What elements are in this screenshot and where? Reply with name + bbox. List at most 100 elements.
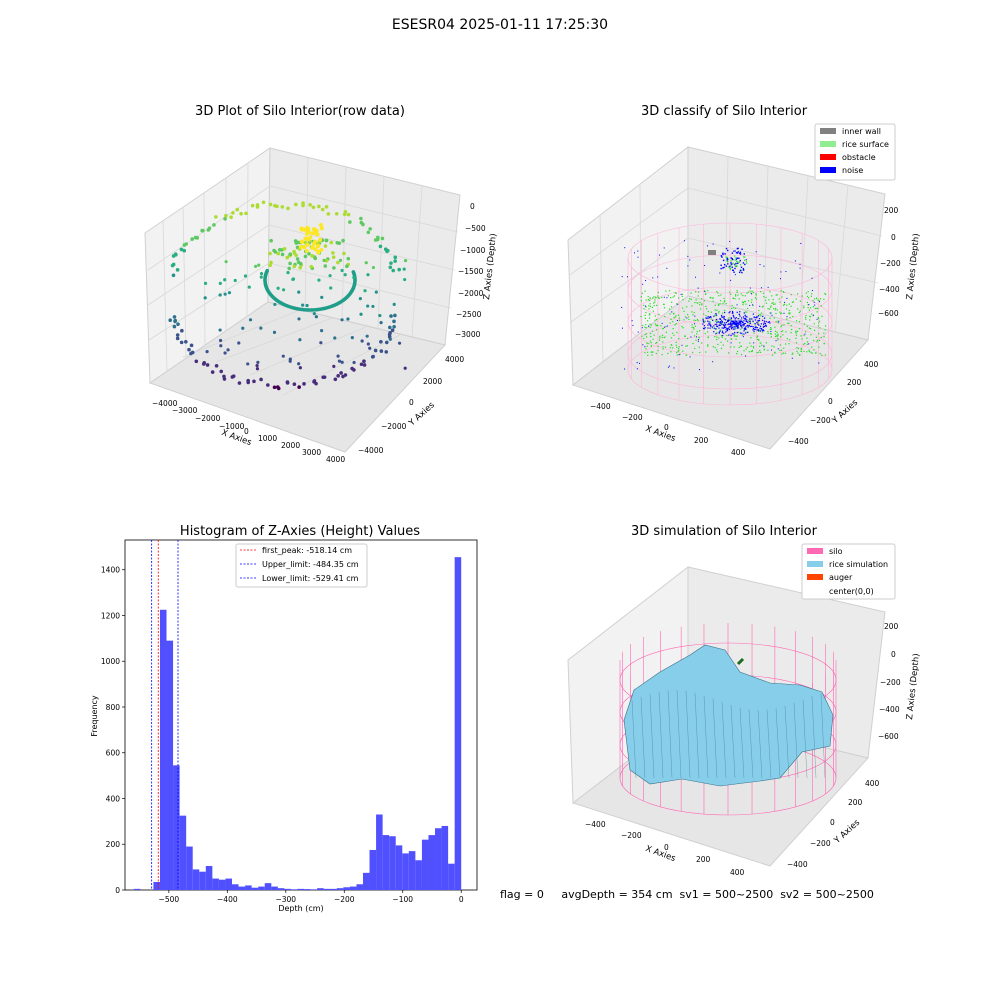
- legend-swatch-inner-wall: [820, 128, 836, 134]
- rice-surface-point: [816, 311, 818, 313]
- rice-surface-point: [694, 301, 696, 304]
- raw-point: [371, 304, 375, 309]
- rice-surface-point: [789, 317, 791, 319]
- rice-surface-point: [738, 298, 740, 300]
- raw-point: [297, 290, 301, 294]
- raw-point: [324, 238, 329, 243]
- rice-surface-point: [682, 299, 684, 301]
- rice-surface-point: [796, 350, 798, 352]
- rice-surface-point: [672, 327, 674, 330]
- rice-surface-point: [743, 329, 746, 331]
- hist-bar: [290, 889, 298, 890]
- rice-surface-point: [665, 290, 667, 292]
- noise-point: [722, 334, 724, 336]
- rice-surface-point: [694, 325, 696, 327]
- rice-surface-point: [815, 336, 817, 338]
- noise-point: [734, 323, 736, 326]
- rice-surface-point: [656, 324, 658, 326]
- rice-surface-point: [741, 334, 743, 336]
- raw-point: [239, 211, 243, 216]
- noise-point: [645, 305, 647, 307]
- noise-point: [755, 328, 757, 330]
- raw-point: [389, 261, 393, 265]
- rice-surface-point: [719, 300, 722, 302]
- rice-surface-point: [765, 296, 767, 299]
- noise-point: [731, 320, 733, 323]
- raw-point: [331, 251, 335, 255]
- hist-ytick-label: 400: [106, 794, 121, 803]
- hist-title: Histogram of Z-Axies (Height) Values: [179, 524, 421, 539]
- rice-surface-point: [783, 324, 785, 326]
- rice-surface-point: [823, 332, 825, 334]
- raw-point: [373, 348, 378, 353]
- raw-point: [332, 266, 336, 270]
- noise-point: [757, 315, 760, 317]
- hist-ytick-label: 1000: [101, 657, 120, 666]
- rice-surface-point: [684, 335, 686, 337]
- raw-point: [248, 318, 253, 322]
- rice-surface-point: [774, 309, 776, 311]
- rice-surface-point: [647, 320, 649, 322]
- raw-point: [170, 263, 175, 268]
- rice-surface-point: [651, 351, 653, 353]
- rice-surface-point: [645, 323, 647, 326]
- rice-surface-point: [744, 256, 746, 258]
- noise-point: [740, 266, 743, 268]
- noise-point: [791, 357, 793, 359]
- rice-surface-point: [682, 350, 684, 352]
- rice-surface-point: [808, 349, 810, 351]
- raw-point: [269, 238, 273, 243]
- rice-surface-point: [734, 265, 737, 268]
- noise-point: [713, 327, 715, 329]
- rice-surface-point: [816, 339, 819, 341]
- raw-point: [316, 243, 321, 248]
- noise-point: [743, 324, 745, 326]
- hist-bar: [153, 881, 160, 890]
- rice-surface-point: [721, 336, 723, 338]
- noise-point: [751, 318, 753, 320]
- raw-point: [310, 254, 314, 258]
- rice-surface-point: [767, 332, 769, 334]
- raw-point: [253, 264, 258, 268]
- noise-point: [734, 322, 736, 324]
- z-tick: −500: [465, 224, 486, 233]
- class-points: [621, 240, 827, 371]
- rice-surface-point: [653, 334, 655, 336]
- noise-point: [751, 293, 753, 295]
- rice-surface-point: [774, 333, 777, 335]
- rice-surface-point: [693, 335, 696, 337]
- rice-surface-point: [755, 293, 757, 295]
- rice-surface-point: [716, 349, 718, 351]
- noise-point: [723, 318, 725, 320]
- rice-surface-point: [795, 298, 797, 300]
- y-axis-label: Y Axies: [830, 397, 861, 426]
- rice-surface-point: [776, 309, 778, 311]
- hist-bar: [395, 845, 403, 890]
- raw-point: [297, 362, 301, 366]
- noise-point: [680, 293, 682, 295]
- hist-bar: [251, 887, 259, 890]
- rice-surface-point: [707, 290, 709, 292]
- rice-surface-point: [744, 300, 746, 302]
- rice-surface-point: [769, 328, 771, 330]
- raw-point: [317, 278, 321, 282]
- rice-surface-point: [704, 293, 707, 295]
- noise-point: [736, 325, 738, 328]
- rice-simulation-surface: [623, 644, 834, 787]
- noise-point: [762, 323, 765, 325]
- rice-surface-point: [650, 345, 652, 347]
- x-tick: 3000: [302, 448, 321, 457]
- rice-surface-point: [727, 258, 730, 260]
- raw-point: [273, 250, 278, 254]
- rice-surface-point: [682, 327, 684, 329]
- noise-point: [732, 315, 735, 317]
- raw-point: [305, 230, 310, 235]
- noise-point: [632, 324, 634, 326]
- rice-surface-point: [770, 326, 772, 329]
- raw-point: [338, 258, 343, 262]
- rice-surface-point: [763, 296, 765, 298]
- y-tick: 200: [848, 798, 863, 807]
- noise-point: [741, 320, 743, 323]
- noise-point: [744, 314, 746, 316]
- noise-point: [741, 321, 744, 324]
